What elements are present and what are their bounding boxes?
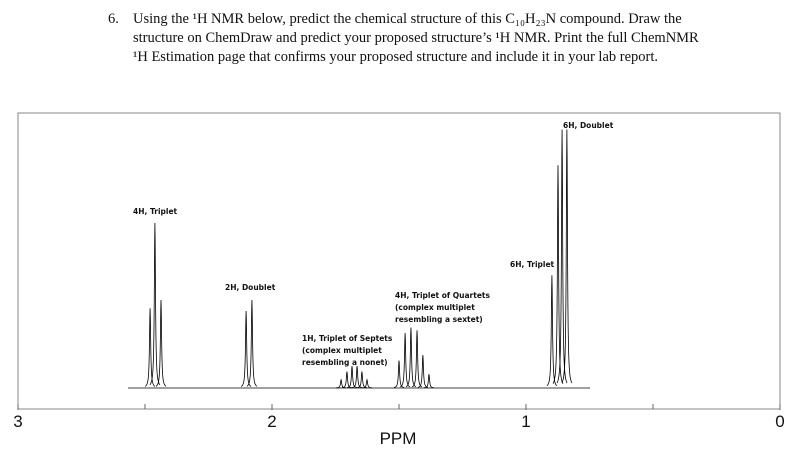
peak [341,371,352,389]
peak-annotation: resembling a sextet) [395,315,483,324]
x-tick-label: 0 [775,412,784,431]
peak-annotation: 6H, Doublet [563,121,614,130]
peak-annotation: (complex multiplet [395,303,475,312]
peak [155,299,167,387]
peak [411,330,423,388]
peak [561,129,573,384]
peak [399,332,411,388]
peak [393,360,405,388]
peak [423,374,435,389]
peak-annotation: 6H, Triplet [510,260,555,269]
question-line: ¹H Estimation page that confirms your pr… [133,49,658,65]
x-axis-label: PPM [380,429,417,448]
peak [556,129,568,384]
peak-annotation: (complex multiplet [302,346,382,355]
peak-annotation: 4H, Triplet of Quartets [395,291,490,300]
peak [546,275,558,387]
peak [356,371,367,389]
x-tick-label: 3 [13,412,22,431]
peak [405,327,417,388]
peak-annotation: 4H, Triplet [133,207,178,216]
question-line: Using the ¹H NMR below, predict the chem… [133,11,682,27]
peak [240,310,252,387]
peak [246,299,258,387]
peak [144,308,156,387]
question-number: 6. [108,11,119,27]
peak [361,378,373,389]
peak-annotation: 1H, Triplet of Septets [302,334,393,343]
x-tick-label: 1 [521,412,530,431]
x-tick-label: 2 [267,412,276,431]
peak-annotation: resembling a nonet) [302,358,388,367]
peak [552,165,564,384]
peak [346,365,358,388]
question-line: structure on ChemDraw and predict your p… [133,30,699,46]
peak [352,365,363,388]
peak-annotation: 2H, Doublet [225,283,276,292]
peak [417,354,428,388]
peak [336,378,347,389]
